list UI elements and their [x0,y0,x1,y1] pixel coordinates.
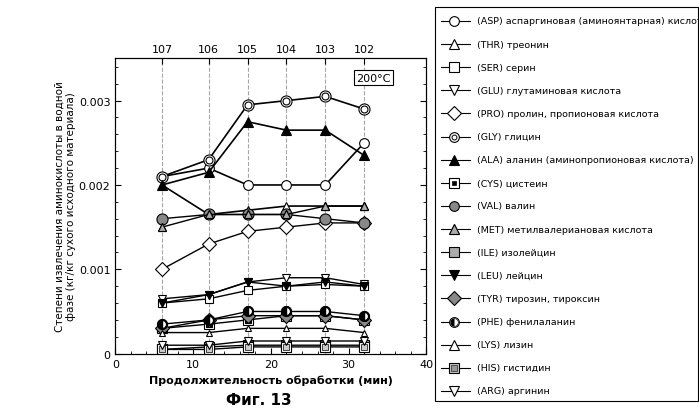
Text: Фиг. 13: Фиг. 13 [226,392,291,407]
Text: (HIS) гистидин: (HIS) гистидин [477,364,551,373]
Text: (GLU) глутаминовая кислота: (GLU) глутаминовая кислота [477,87,621,96]
Text: (ASP) аспаргиновая (аминоянтарная) кислота: (ASP) аспаргиновая (аминоянтарная) кисло… [477,18,699,27]
Text: (PHE) фенилаланин: (PHE) фенилаланин [477,317,576,326]
Text: (CYS) цистеин: (CYS) цистеин [477,179,548,188]
Text: (ILE) изолейцин: (ILE) изолейцин [477,248,556,257]
Y-axis label: Степени извлечения аминокислоты в водной
фазе (кг/кг сухого исходного материала): Степени извлечения аминокислоты в водной… [55,81,76,332]
X-axis label: Продолжительность обработки (мин): Продолжительность обработки (мин) [149,374,393,384]
Text: (LYS) лизин: (LYS) лизин [477,340,533,349]
Text: (MET) метилвалериановая кислота: (MET) метилвалериановая кислота [477,225,654,234]
Text: (TYR) тирозин, тироксин: (TYR) тирозин, тироксин [477,294,600,303]
Text: (GLY) глицин: (GLY) глицин [477,133,541,142]
Text: (THR) треонин: (THR) треонин [477,40,549,49]
Text: 200°C: 200°C [356,74,391,83]
Text: (ARG) аргинин: (ARG) аргинин [477,387,550,396]
Text: (ALA) аланин (аминопропионовая кислота): (ALA) аланин (аминопропионовая кислота) [477,156,694,165]
Text: (VAL) валин: (VAL) валин [477,202,535,211]
Text: (LEU) лейцин: (LEU) лейцин [477,271,543,280]
Text: (SER) серин: (SER) серин [477,63,536,72]
Text: (PRO) пролин, пропионовая кислота: (PRO) пролин, пропионовая кислота [477,110,659,119]
